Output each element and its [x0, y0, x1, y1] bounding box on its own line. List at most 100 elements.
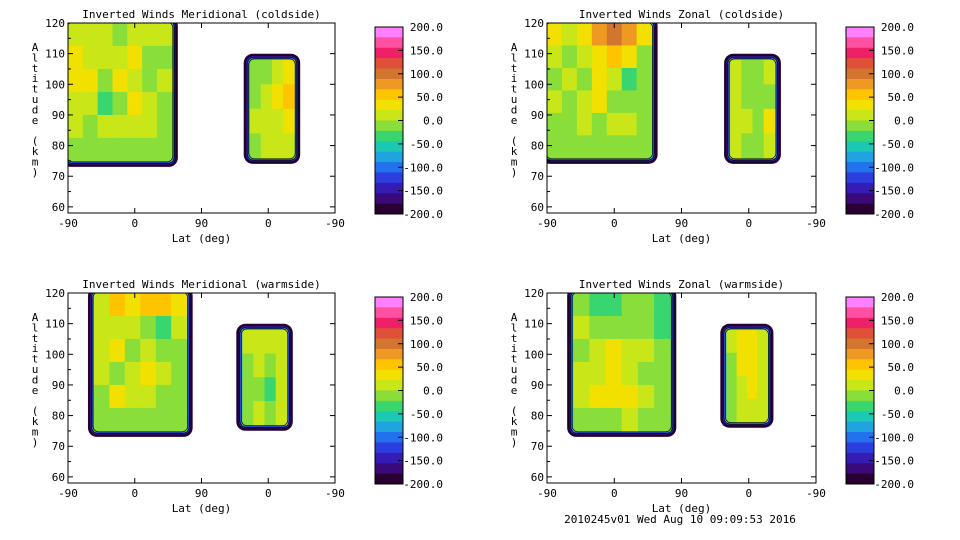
colorbar-swatch: [375, 297, 403, 308]
heat-cell: [97, 23, 114, 47]
heat-cell: [157, 137, 173, 162]
y-tick-label: 120: [45, 17, 65, 30]
colorbar-tick-label: 150.0: [881, 44, 914, 57]
heat-cell: [97, 137, 114, 162]
heat-cell: [82, 45, 99, 70]
heat-cell: [109, 361, 126, 386]
colorbar-swatch: [846, 89, 874, 101]
x-tick-label: 90: [675, 487, 688, 500]
colorbar-swatch: [846, 421, 874, 433]
colorbar: 200.0 150.0 100.0 50.0 0.0 -50.0 -100.0 -150.0 -…: [374, 21, 443, 221]
colorbar-swatch: [375, 162, 403, 173]
heat-cell: [561, 67, 578, 92]
chart-panel-3: Inverted Winds Meridional (warmside) -90 0…: [32, 278, 443, 515]
heat-cell: [621, 338, 639, 363]
data-region-2: [720, 323, 774, 428]
colorbar-tick-label: -50.0: [410, 408, 443, 421]
contour-line: [92, 293, 189, 433]
colorbar-tick-label: -200.0: [403, 208, 443, 221]
colorbar-tick-label: 0.0: [423, 115, 443, 128]
heat-cell: [275, 377, 288, 402]
x-axis-label: Lat (deg): [652, 232, 712, 245]
colorbar-swatch: [375, 390, 403, 402]
heat-cell: [271, 108, 284, 134]
heat-cell: [171, 338, 188, 363]
contour-line: [246, 56, 298, 161]
colorbar-swatch: [846, 400, 874, 412]
heat-cell: [155, 338, 172, 363]
y-tick-label: 80: [531, 140, 544, 153]
heat-cell: [746, 398, 758, 423]
y-tick-label: 110: [524, 48, 544, 61]
heat-cell: [605, 384, 623, 409]
contour-line: [68, 23, 175, 164]
heat-cell: [97, 91, 114, 116]
heat-cell: [561, 112, 578, 136]
heat-cell: [249, 59, 262, 85]
heat-cell: [140, 338, 157, 363]
y-tick-label: 90: [531, 379, 544, 392]
heat-cell: [573, 384, 590, 409]
colorbar-tick-label: 100.0: [410, 338, 443, 351]
x-tick-label: 90: [195, 487, 208, 500]
heat-cell: [249, 84, 262, 110]
heat-cell: [124, 361, 141, 386]
heat-cell: [636, 67, 653, 92]
colorbar-swatch: [846, 338, 874, 350]
heat-cell: [606, 135, 623, 159]
colorbar-tick-label: -50.0: [881, 408, 914, 421]
colorbar-swatch: [846, 110, 874, 121]
contour-line: [721, 325, 772, 427]
heat-cell: [112, 68, 128, 93]
colorbar-swatch: [375, 78, 403, 90]
heat-cell: [68, 114, 84, 139]
heat-cell: [93, 338, 111, 363]
colorbar-swatch: [375, 463, 403, 475]
heat-cell: [109, 293, 126, 317]
colorbar-tick-label: 0.0: [894, 115, 914, 128]
contour-line: [571, 293, 672, 433]
colorbar-swatch: [846, 411, 874, 423]
y-tick-label: 120: [524, 17, 544, 30]
heat-cell: [157, 114, 173, 139]
chart-panel-4: Inverted Winds Zonal (warmside) -90 0 90 0 -9…: [511, 278, 914, 515]
heat-cell: [576, 23, 593, 47]
heat-cell: [752, 59, 765, 85]
contour-line: [568, 293, 675, 436]
x-tick-label: 0: [745, 217, 752, 230]
plot-area: [547, 23, 781, 164]
colorbar-swatch: [846, 78, 874, 90]
heat-cell: [730, 108, 742, 134]
heat-cell: [605, 407, 623, 432]
colorbar-tick-label: -150.0: [874, 185, 914, 198]
contour-line: [547, 23, 653, 160]
heat-cell: [112, 114, 128, 139]
contour-line: [728, 58, 777, 160]
heat-cell: [726, 352, 738, 377]
heat-cell: [142, 91, 158, 116]
colorbar-tick-label: 200.0: [410, 21, 443, 34]
data-region-2: [243, 53, 301, 164]
x-tick-label: 0: [131, 217, 138, 230]
heat-cell: [275, 401, 288, 426]
x-tick-label: -90: [58, 217, 78, 230]
heat-cell: [757, 329, 769, 354]
colorbar-swatch: [375, 348, 403, 360]
heat-cell: [589, 293, 607, 317]
heat-cell: [605, 293, 623, 317]
y-tick-label: 60: [52, 471, 65, 484]
heat-cell: [561, 45, 578, 69]
heat-cell: [589, 361, 607, 386]
heat-cell: [576, 45, 593, 69]
colorbar-tick-label: -150.0: [874, 455, 914, 468]
heat-cell: [93, 384, 111, 409]
heat-cell: [621, 45, 638, 69]
heat-cell: [142, 137, 158, 162]
colorbar-swatch: [846, 473, 874, 485]
heat-cell: [97, 68, 114, 93]
colorbar: 200.0 150.0 100.0 50.0 0.0 -50.0 -100.0 -150.0 -…: [374, 291, 443, 491]
heat-cell: [730, 59, 742, 85]
heat-cell: [142, 114, 158, 139]
heat-cell: [621, 23, 638, 47]
